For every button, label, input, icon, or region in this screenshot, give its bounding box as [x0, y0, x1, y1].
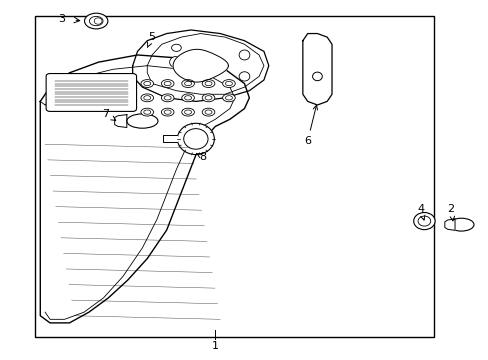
Text: 7: 7 [102, 109, 116, 121]
Ellipse shape [204, 110, 212, 114]
Ellipse shape [204, 96, 212, 100]
Ellipse shape [161, 108, 174, 116]
Ellipse shape [143, 110, 150, 114]
Ellipse shape [141, 108, 153, 116]
Ellipse shape [171, 44, 181, 51]
Ellipse shape [84, 13, 108, 29]
Ellipse shape [222, 80, 235, 87]
Text: 8: 8 [196, 152, 206, 162]
Ellipse shape [225, 81, 232, 86]
Text: 4: 4 [416, 203, 424, 220]
Ellipse shape [448, 218, 473, 231]
Ellipse shape [239, 72, 249, 81]
Ellipse shape [202, 80, 214, 87]
Ellipse shape [169, 57, 183, 68]
Ellipse shape [413, 212, 434, 230]
Polygon shape [173, 49, 228, 82]
Ellipse shape [141, 80, 153, 87]
Ellipse shape [417, 216, 430, 226]
Text: 1: 1 [211, 341, 218, 351]
Polygon shape [40, 55, 249, 323]
Ellipse shape [177, 123, 214, 154]
Ellipse shape [312, 72, 322, 81]
Ellipse shape [164, 81, 171, 86]
Polygon shape [302, 33, 331, 105]
Ellipse shape [184, 96, 191, 100]
Ellipse shape [182, 94, 194, 102]
Ellipse shape [239, 50, 249, 60]
Ellipse shape [202, 108, 214, 116]
Ellipse shape [89, 17, 103, 26]
Polygon shape [163, 135, 177, 143]
FancyBboxPatch shape [46, 73, 136, 111]
Ellipse shape [184, 110, 191, 114]
Ellipse shape [202, 94, 214, 102]
Ellipse shape [164, 110, 171, 114]
Ellipse shape [184, 81, 191, 86]
Ellipse shape [141, 94, 153, 102]
Polygon shape [132, 30, 268, 102]
Ellipse shape [143, 96, 150, 100]
Text: 2: 2 [447, 203, 454, 221]
Ellipse shape [182, 108, 194, 116]
Polygon shape [115, 114, 126, 127]
Ellipse shape [126, 114, 158, 128]
Bar [35, 16, 433, 337]
Ellipse shape [183, 129, 207, 149]
Ellipse shape [164, 96, 171, 100]
Ellipse shape [161, 94, 174, 102]
Ellipse shape [161, 80, 174, 87]
Ellipse shape [204, 81, 212, 86]
Ellipse shape [225, 96, 232, 100]
Ellipse shape [143, 81, 150, 86]
Ellipse shape [94, 18, 102, 24]
Ellipse shape [222, 94, 235, 102]
Ellipse shape [182, 80, 194, 87]
Polygon shape [444, 219, 454, 230]
Text: 6: 6 [304, 105, 317, 146]
Text: 5: 5 [147, 32, 155, 48]
Text: 3: 3 [59, 14, 65, 23]
